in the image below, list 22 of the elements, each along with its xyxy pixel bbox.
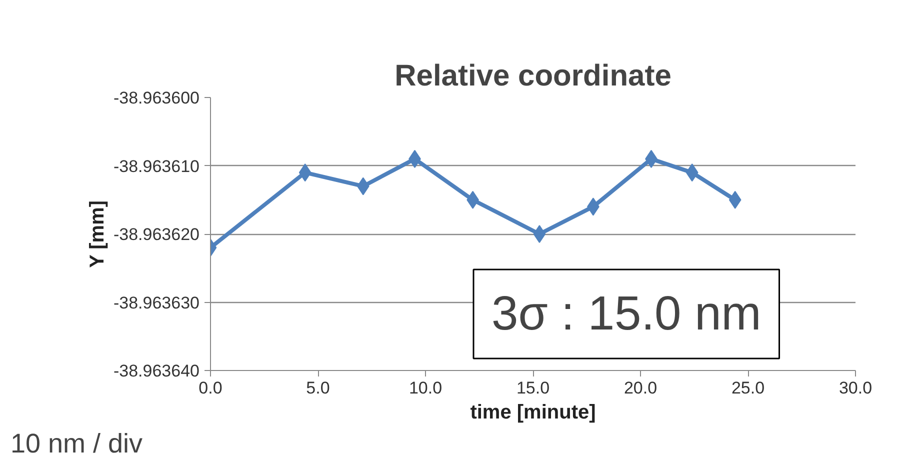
y-tick-label: -38.963600 <box>113 88 200 108</box>
point <box>298 164 312 182</box>
point <box>728 190 742 209</box>
y-tick-label: -38.963640 <box>113 362 200 380</box>
x-axis-title: time [minute] <box>470 402 596 424</box>
x-tick-label: 0.0 <box>198 378 222 398</box>
x-tick-label: 20.0 <box>624 378 658 398</box>
text: 10 nm / div <box>10 428 144 458</box>
y-tick-label: -38.963620 <box>113 225 200 244</box>
point <box>686 164 698 182</box>
x-tick-label: 10.0 <box>408 378 442 398</box>
y-tick-label: -38.963610 <box>113 156 200 176</box>
annotation: 3σ : 15.0 nm <box>492 288 762 340</box>
point <box>356 177 370 196</box>
x-tick-label: 30.0 <box>838 378 872 398</box>
y-tick-label: -38.963630 <box>113 293 200 312</box>
chart-title: Relative coordinate <box>394 60 672 92</box>
y-axis-title: Y [mm] <box>86 200 108 268</box>
point <box>533 225 546 243</box>
x-tick-label: 5.0 <box>306 378 330 398</box>
x-tick-label: 15.0 <box>516 378 550 398</box>
x-tick-label: 25.0 <box>731 378 765 398</box>
